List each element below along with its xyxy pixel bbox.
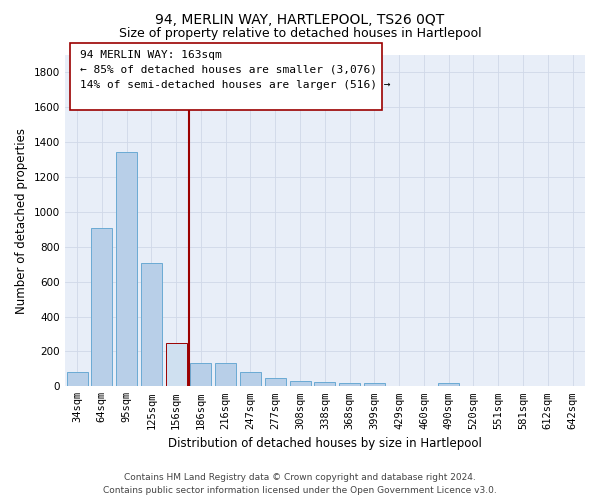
Text: 94 MERLIN WAY: 163sqm
← 85% of detached houses are smaller (3,076)
14% of semi-d: 94 MERLIN WAY: 163sqm ← 85% of detached … <box>80 50 391 90</box>
Bar <box>438 383 459 386</box>
Bar <box>290 382 311 386</box>
Bar <box>314 382 335 386</box>
Bar <box>240 372 261 386</box>
Bar <box>116 152 137 386</box>
Text: 94, MERLIN WAY, HARTLEPOOL, TS26 0QT: 94, MERLIN WAY, HARTLEPOOL, TS26 0QT <box>155 12 445 26</box>
Y-axis label: Number of detached properties: Number of detached properties <box>15 128 28 314</box>
Text: Size of property relative to detached houses in Hartlepool: Size of property relative to detached ho… <box>119 28 481 40</box>
Bar <box>190 363 211 386</box>
Bar <box>215 363 236 386</box>
X-axis label: Distribution of detached houses by size in Hartlepool: Distribution of detached houses by size … <box>168 437 482 450</box>
Bar <box>166 342 187 386</box>
Bar <box>339 383 360 386</box>
Bar <box>67 372 88 386</box>
FancyBboxPatch shape <box>70 44 382 110</box>
Bar <box>364 383 385 386</box>
Bar <box>141 262 162 386</box>
Bar <box>265 378 286 386</box>
Bar <box>91 228 112 386</box>
Text: Contains HM Land Registry data © Crown copyright and database right 2024.
Contai: Contains HM Land Registry data © Crown c… <box>103 474 497 495</box>
